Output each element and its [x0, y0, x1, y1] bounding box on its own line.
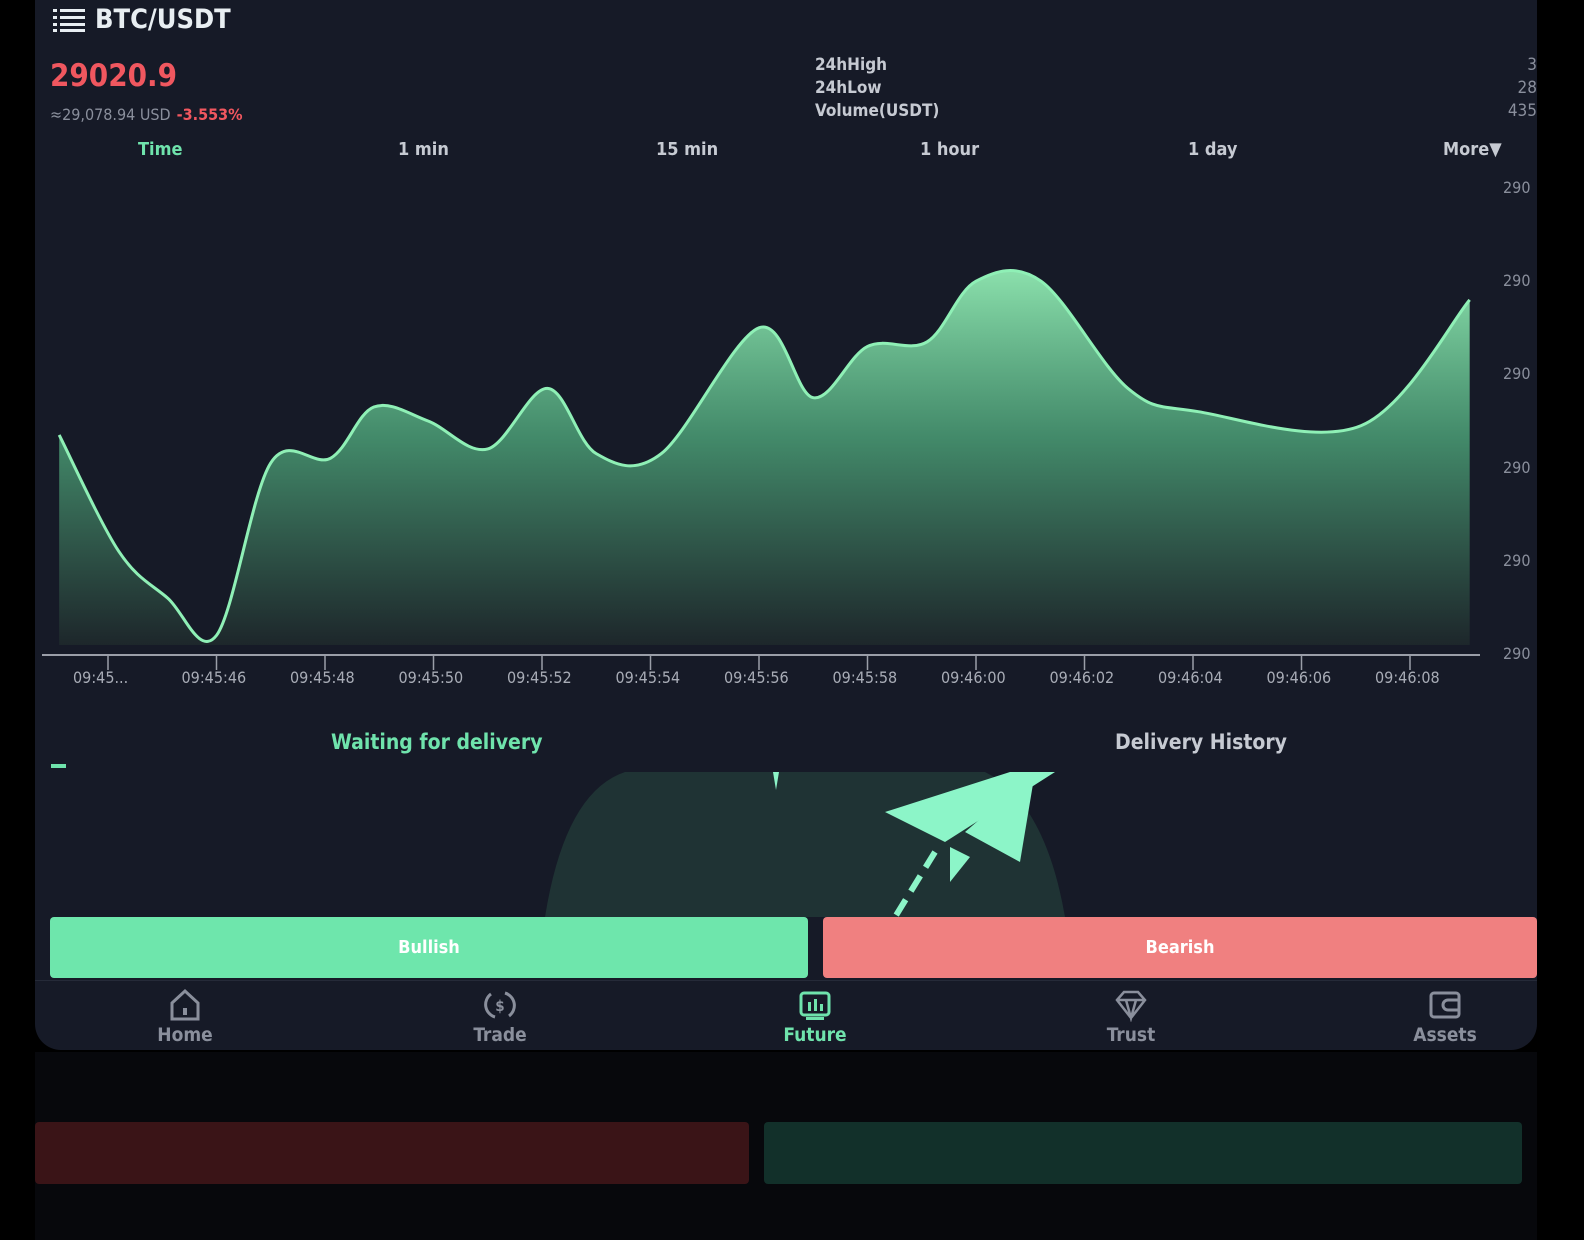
- home-icon: [170, 988, 200, 1021]
- empty-state-paper-plane-icon: [545, 772, 1065, 917]
- stat-value-low: 28: [1517, 78, 1537, 98]
- stat-label-high: 24hHigh: [815, 55, 888, 75]
- stat-value-volume: 435: [1507, 101, 1537, 121]
- diamond-icon: [1115, 990, 1147, 1022]
- y-tick-label: 290: [1503, 644, 1531, 663]
- x-tick-label: 09:45...: [73, 668, 129, 687]
- menu-icon[interactable]: [53, 8, 85, 32]
- svg-text:$: $: [495, 997, 504, 1015]
- active-tab-indicator: [51, 764, 66, 768]
- pair-title[interactable]: BTC/USDT: [95, 4, 231, 35]
- nav-future[interactable]: Future: [665, 980, 965, 1050]
- nav-label: Future: [783, 1024, 847, 1046]
- x-tick-label: 09:46:04: [1158, 668, 1223, 687]
- bearish-button[interactable]: Bearish: [823, 917, 1537, 978]
- bullish-button[interactable]: Bullish: [50, 917, 808, 978]
- nav-home[interactable]: Home: [35, 980, 335, 1050]
- tab-1day[interactable]: 1 day: [1188, 139, 1238, 160]
- tab-waiting-delivery[interactable]: Waiting for delivery: [331, 730, 543, 754]
- price-chart: [42, 269, 1480, 670]
- x-tick-label: 09:45:56: [724, 668, 789, 687]
- stats-values: 3 28 435: [1508, 54, 1537, 123]
- tab-delivery-history[interactable]: Delivery History: [1115, 730, 1287, 754]
- y-tick-label: 290: [1503, 550, 1531, 570]
- app-window: BTC/USDT 29020.9 ≈29,078.94 USD -3.553% 2…: [35, 0, 1537, 1050]
- x-tick-label: 09:46:06: [1266, 668, 1332, 687]
- nav-trade[interactable]: $ Trade: [350, 980, 650, 1050]
- trade-icon: $: [484, 991, 516, 1019]
- future-icon: [799, 991, 831, 1020]
- change-percent: -3.553%: [176, 105, 243, 124]
- nav-assets[interactable]: Assets: [1295, 980, 1537, 1050]
- x-tick-label: 09:46:02: [1049, 668, 1115, 687]
- stat-label-volume: Volume(USDT): [815, 101, 940, 121]
- usd-value: ≈29,078.94 USD: [50, 105, 171, 124]
- nav-trust[interactable]: Trust: [981, 980, 1281, 1050]
- stats-labels: 24hHigh 24hLow Volume(USDT): [815, 54, 939, 123]
- x-tick-label: 09:45:48: [290, 668, 355, 687]
- nav-label: Assets: [1413, 1024, 1477, 1046]
- x-tick-label: 09:45:58: [832, 668, 898, 687]
- y-tick-label: 290: [1503, 271, 1531, 291]
- tab-15min[interactable]: 15 min: [656, 139, 719, 160]
- x-tick-label: 09:45:46: [181, 668, 247, 687]
- nav-label: Trade: [473, 1024, 527, 1046]
- price-area: [59, 270, 1470, 645]
- tab-time[interactable]: Time: [138, 139, 183, 160]
- stat-label-low: 24hLow: [815, 78, 882, 98]
- price-line: [57, 269, 1471, 643]
- x-tick-label: 09:45:54: [615, 668, 681, 687]
- x-tick-label: 09:45:50: [398, 668, 464, 687]
- x-tick-label: 09:45:52: [507, 668, 572, 687]
- nav-label: Trust: [1106, 1024, 1156, 1046]
- nav-divider: [35, 980, 1537, 981]
- nav-label: Home: [157, 1024, 213, 1046]
- x-tick-label: 09:46:00: [941, 668, 1006, 687]
- stat-value-high: 3: [1527, 55, 1537, 75]
- wallet-icon: [1429, 991, 1461, 1019]
- tab-more[interactable]: More▼: [1443, 139, 1502, 160]
- tab-1min[interactable]: 1 min: [398, 139, 449, 160]
- tab-1hour[interactable]: 1 hour: [920, 139, 980, 160]
- y-tick-label: 290: [1503, 364, 1531, 384]
- x-tick-label: 09:46:08: [1375, 668, 1440, 687]
- usd-value-row: ≈29,078.94 USD -3.553%: [50, 105, 243, 124]
- y-tick-label: 290: [1503, 178, 1531, 197]
- y-tick-label: 290: [1503, 457, 1531, 477]
- reflection: [35, 1052, 1537, 1240]
- last-price: 29020.9: [50, 58, 178, 94]
